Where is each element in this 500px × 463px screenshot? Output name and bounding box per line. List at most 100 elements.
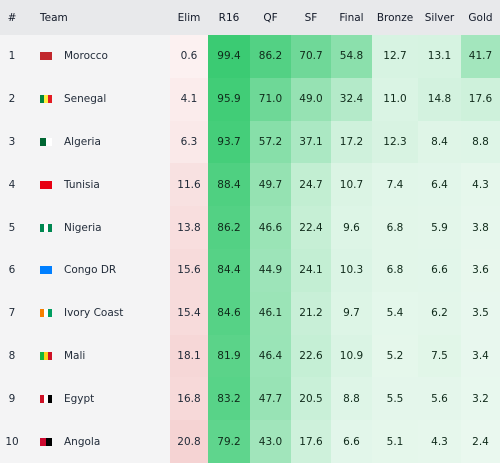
prob-cell: 17.6 bbox=[291, 420, 331, 463]
flag-icon bbox=[40, 437, 52, 446]
prob-cell: 6.6 bbox=[418, 249, 461, 292]
prob-cell: 46.1 bbox=[250, 291, 291, 335]
team-name: Senegal bbox=[64, 93, 107, 106]
prob-cell: 49.0 bbox=[291, 77, 331, 121]
prob-cell: 22.4 bbox=[291, 206, 331, 249]
elim-cell: 13.8 bbox=[170, 206, 208, 249]
team-name: Morocco bbox=[64, 50, 108, 63]
prob-cell: 71.0 bbox=[250, 77, 291, 121]
prob-cell: 10.7 bbox=[331, 163, 372, 207]
column-header: R16 bbox=[208, 0, 250, 35]
prob-cell: 5.2 bbox=[372, 334, 418, 378]
flag-icon bbox=[40, 223, 52, 232]
prob-cell: 41.7 bbox=[461, 35, 500, 78]
prob-cell: 6.8 bbox=[372, 206, 418, 249]
prob-cell: 17.2 bbox=[331, 120, 372, 164]
column-header: QF bbox=[250, 0, 291, 35]
elim-cell: 16.8 bbox=[170, 377, 208, 421]
prob-cell: 46.6 bbox=[250, 206, 291, 249]
prob-cell: 83.2 bbox=[208, 377, 250, 421]
elim-cell: 4.1 bbox=[170, 77, 208, 121]
prob-cell: 43.0 bbox=[250, 420, 291, 463]
rank: 5 bbox=[8, 221, 16, 234]
prob-cell: 6.8 bbox=[372, 249, 418, 292]
rank: 6 bbox=[8, 264, 16, 277]
column-header: # bbox=[0, 0, 24, 35]
elim-cell: 15.4 bbox=[170, 291, 208, 335]
prob-cell: 14.8 bbox=[418, 77, 461, 121]
rank: 7 bbox=[8, 307, 16, 320]
column-header: Team bbox=[24, 0, 170, 35]
elim-cell: 11.6 bbox=[170, 163, 208, 207]
flag-icon bbox=[40, 352, 52, 360]
rank: 10 bbox=[5, 435, 19, 448]
elim-cell: 6.3 bbox=[170, 120, 208, 164]
prob-cell: 10.3 bbox=[331, 249, 372, 292]
prob-cell: 5.6 bbox=[418, 377, 461, 421]
rank: 2 bbox=[8, 93, 16, 106]
prob-cell: 3.5 bbox=[461, 291, 500, 335]
prob-cell: 3.8 bbox=[461, 206, 500, 249]
prob-cell: 5.5 bbox=[372, 377, 418, 421]
prob-cell: 7.5 bbox=[418, 334, 461, 378]
prob-cell: 46.4 bbox=[250, 334, 291, 378]
column-header: Gold bbox=[461, 0, 500, 35]
prob-cell: 47.7 bbox=[250, 377, 291, 421]
team-name: Angola bbox=[64, 435, 101, 448]
prob-cell: 22.6 bbox=[291, 334, 331, 378]
prob-cell: 2.4 bbox=[461, 420, 500, 463]
prob-cell: 5.9 bbox=[418, 206, 461, 249]
rank: 4 bbox=[8, 178, 16, 191]
elim-cell: 18.1 bbox=[170, 334, 208, 378]
prob-cell: 5.4 bbox=[372, 291, 418, 335]
prob-cell: 44.9 bbox=[250, 249, 291, 292]
team-name: Tunisia bbox=[64, 178, 100, 191]
rank: 9 bbox=[8, 392, 16, 405]
prob-cell: 32.4 bbox=[331, 77, 372, 121]
elim-cell: 20.8 bbox=[170, 420, 208, 463]
prob-cell: 12.3 bbox=[372, 120, 418, 164]
column-header: Final bbox=[331, 0, 372, 35]
prob-cell: 93.7 bbox=[208, 120, 250, 164]
rank: 1 bbox=[8, 50, 16, 63]
column-header: Silver bbox=[418, 0, 461, 35]
prob-cell: 24.1 bbox=[291, 249, 331, 292]
rank: 3 bbox=[8, 135, 16, 148]
prob-cell: 3.6 bbox=[461, 249, 500, 292]
flag-icon bbox=[40, 266, 52, 275]
prob-cell: 6.2 bbox=[418, 291, 461, 335]
prob-cell: 8.4 bbox=[418, 120, 461, 164]
prob-cell: 81.9 bbox=[208, 334, 250, 378]
prob-cell: 7.4 bbox=[372, 163, 418, 207]
team-name: Algeria bbox=[64, 135, 101, 148]
team-name: Egypt bbox=[64, 392, 95, 405]
prob-cell: 10.9 bbox=[331, 334, 372, 378]
prob-cell: 11.0 bbox=[372, 77, 418, 121]
prob-cell: 4.3 bbox=[461, 163, 500, 207]
elim-cell: 0.6 bbox=[170, 35, 208, 78]
prob-cell: 6.4 bbox=[418, 163, 461, 207]
flag-icon bbox=[40, 394, 52, 403]
prob-cell: 3.4 bbox=[461, 334, 500, 378]
flag-icon bbox=[40, 309, 52, 318]
team-name: Nigeria bbox=[64, 221, 102, 234]
team-name: Ivory Coast bbox=[64, 307, 124, 320]
flag-icon bbox=[40, 52, 52, 61]
elim-cell: 15.6 bbox=[170, 249, 208, 292]
prob-cell: 99.4 bbox=[208, 35, 250, 78]
column-header: Elim bbox=[170, 0, 208, 35]
flag-icon bbox=[40, 138, 52, 146]
column-header: Bronze bbox=[372, 0, 418, 35]
prob-cell: 79.2 bbox=[208, 420, 250, 463]
prob-cell: 21.2 bbox=[291, 291, 331, 335]
prob-cell: 84.6 bbox=[208, 291, 250, 335]
prob-cell: 3.2 bbox=[461, 377, 500, 421]
column-header: SF bbox=[291, 0, 331, 35]
prob-cell: 57.2 bbox=[250, 120, 291, 164]
flag-icon bbox=[40, 180, 52, 189]
prob-cell: 86.2 bbox=[250, 35, 291, 78]
prob-cell: 86.2 bbox=[208, 206, 250, 249]
prob-cell: 88.4 bbox=[208, 163, 250, 207]
prob-cell: 8.8 bbox=[331, 377, 372, 421]
